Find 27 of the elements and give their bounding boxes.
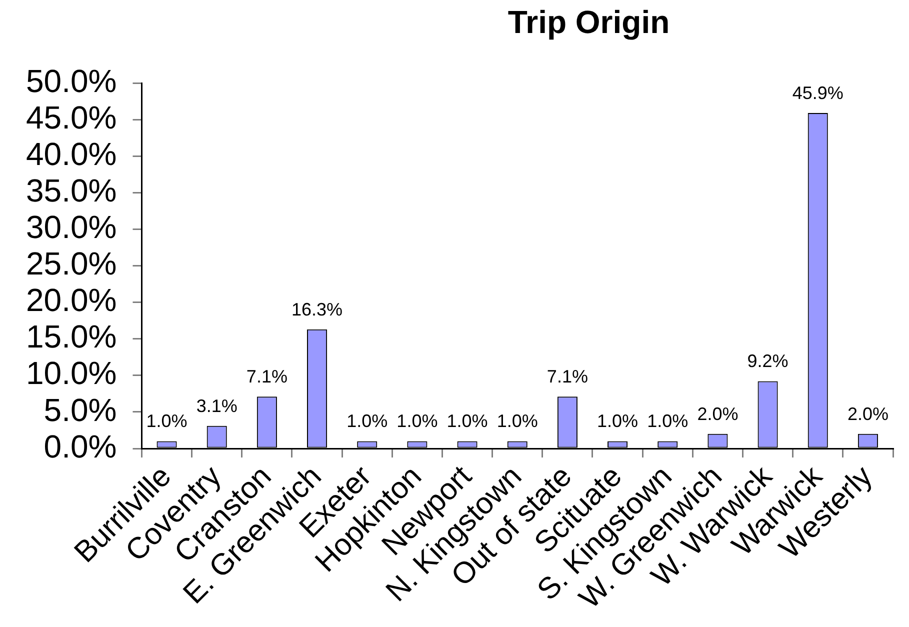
data-label: 7.1%: [546, 366, 588, 387]
data-label: 1.0%: [647, 411, 688, 432]
data-label: 1.0%: [597, 411, 638, 432]
y-tick-label: 35.0%: [26, 172, 117, 208]
data-label: 9.2%: [747, 351, 788, 372]
data-label: 45.9%: [792, 82, 844, 103]
y-tick-label: 10.0%: [26, 355, 117, 392]
data-label: 1.0%: [346, 411, 388, 432]
data-label: 1.0%: [496, 411, 538, 432]
y-tick-label: 25.0%: [26, 246, 117, 282]
y-tick-label: 5.0%: [44, 392, 117, 428]
data-label: 1.0%: [396, 411, 438, 432]
data-label: 16.3%: [292, 299, 343, 320]
y-tick-label: 45.0%: [26, 99, 117, 136]
y-tick-label: 30.0%: [26, 209, 117, 246]
data-label: 7.1%: [246, 366, 288, 387]
y-tick-label: 40.0%: [26, 136, 117, 172]
y-tick-label: 15.0%: [26, 318, 117, 355]
y-tick-label: 20.0%: [26, 282, 117, 318]
y-tick-label: 0.0%: [44, 428, 117, 464]
data-label: 1.0%: [446, 411, 488, 432]
data-label: 2.0%: [847, 404, 888, 424]
data-label: 3.1%: [196, 396, 238, 416]
data-label: 2.0%: [697, 404, 738, 424]
data-label: 1.0%: [146, 411, 188, 432]
chart-title: Trip Origin: [508, 4, 670, 40]
y-tick-label: 50.0%: [26, 62, 117, 99]
